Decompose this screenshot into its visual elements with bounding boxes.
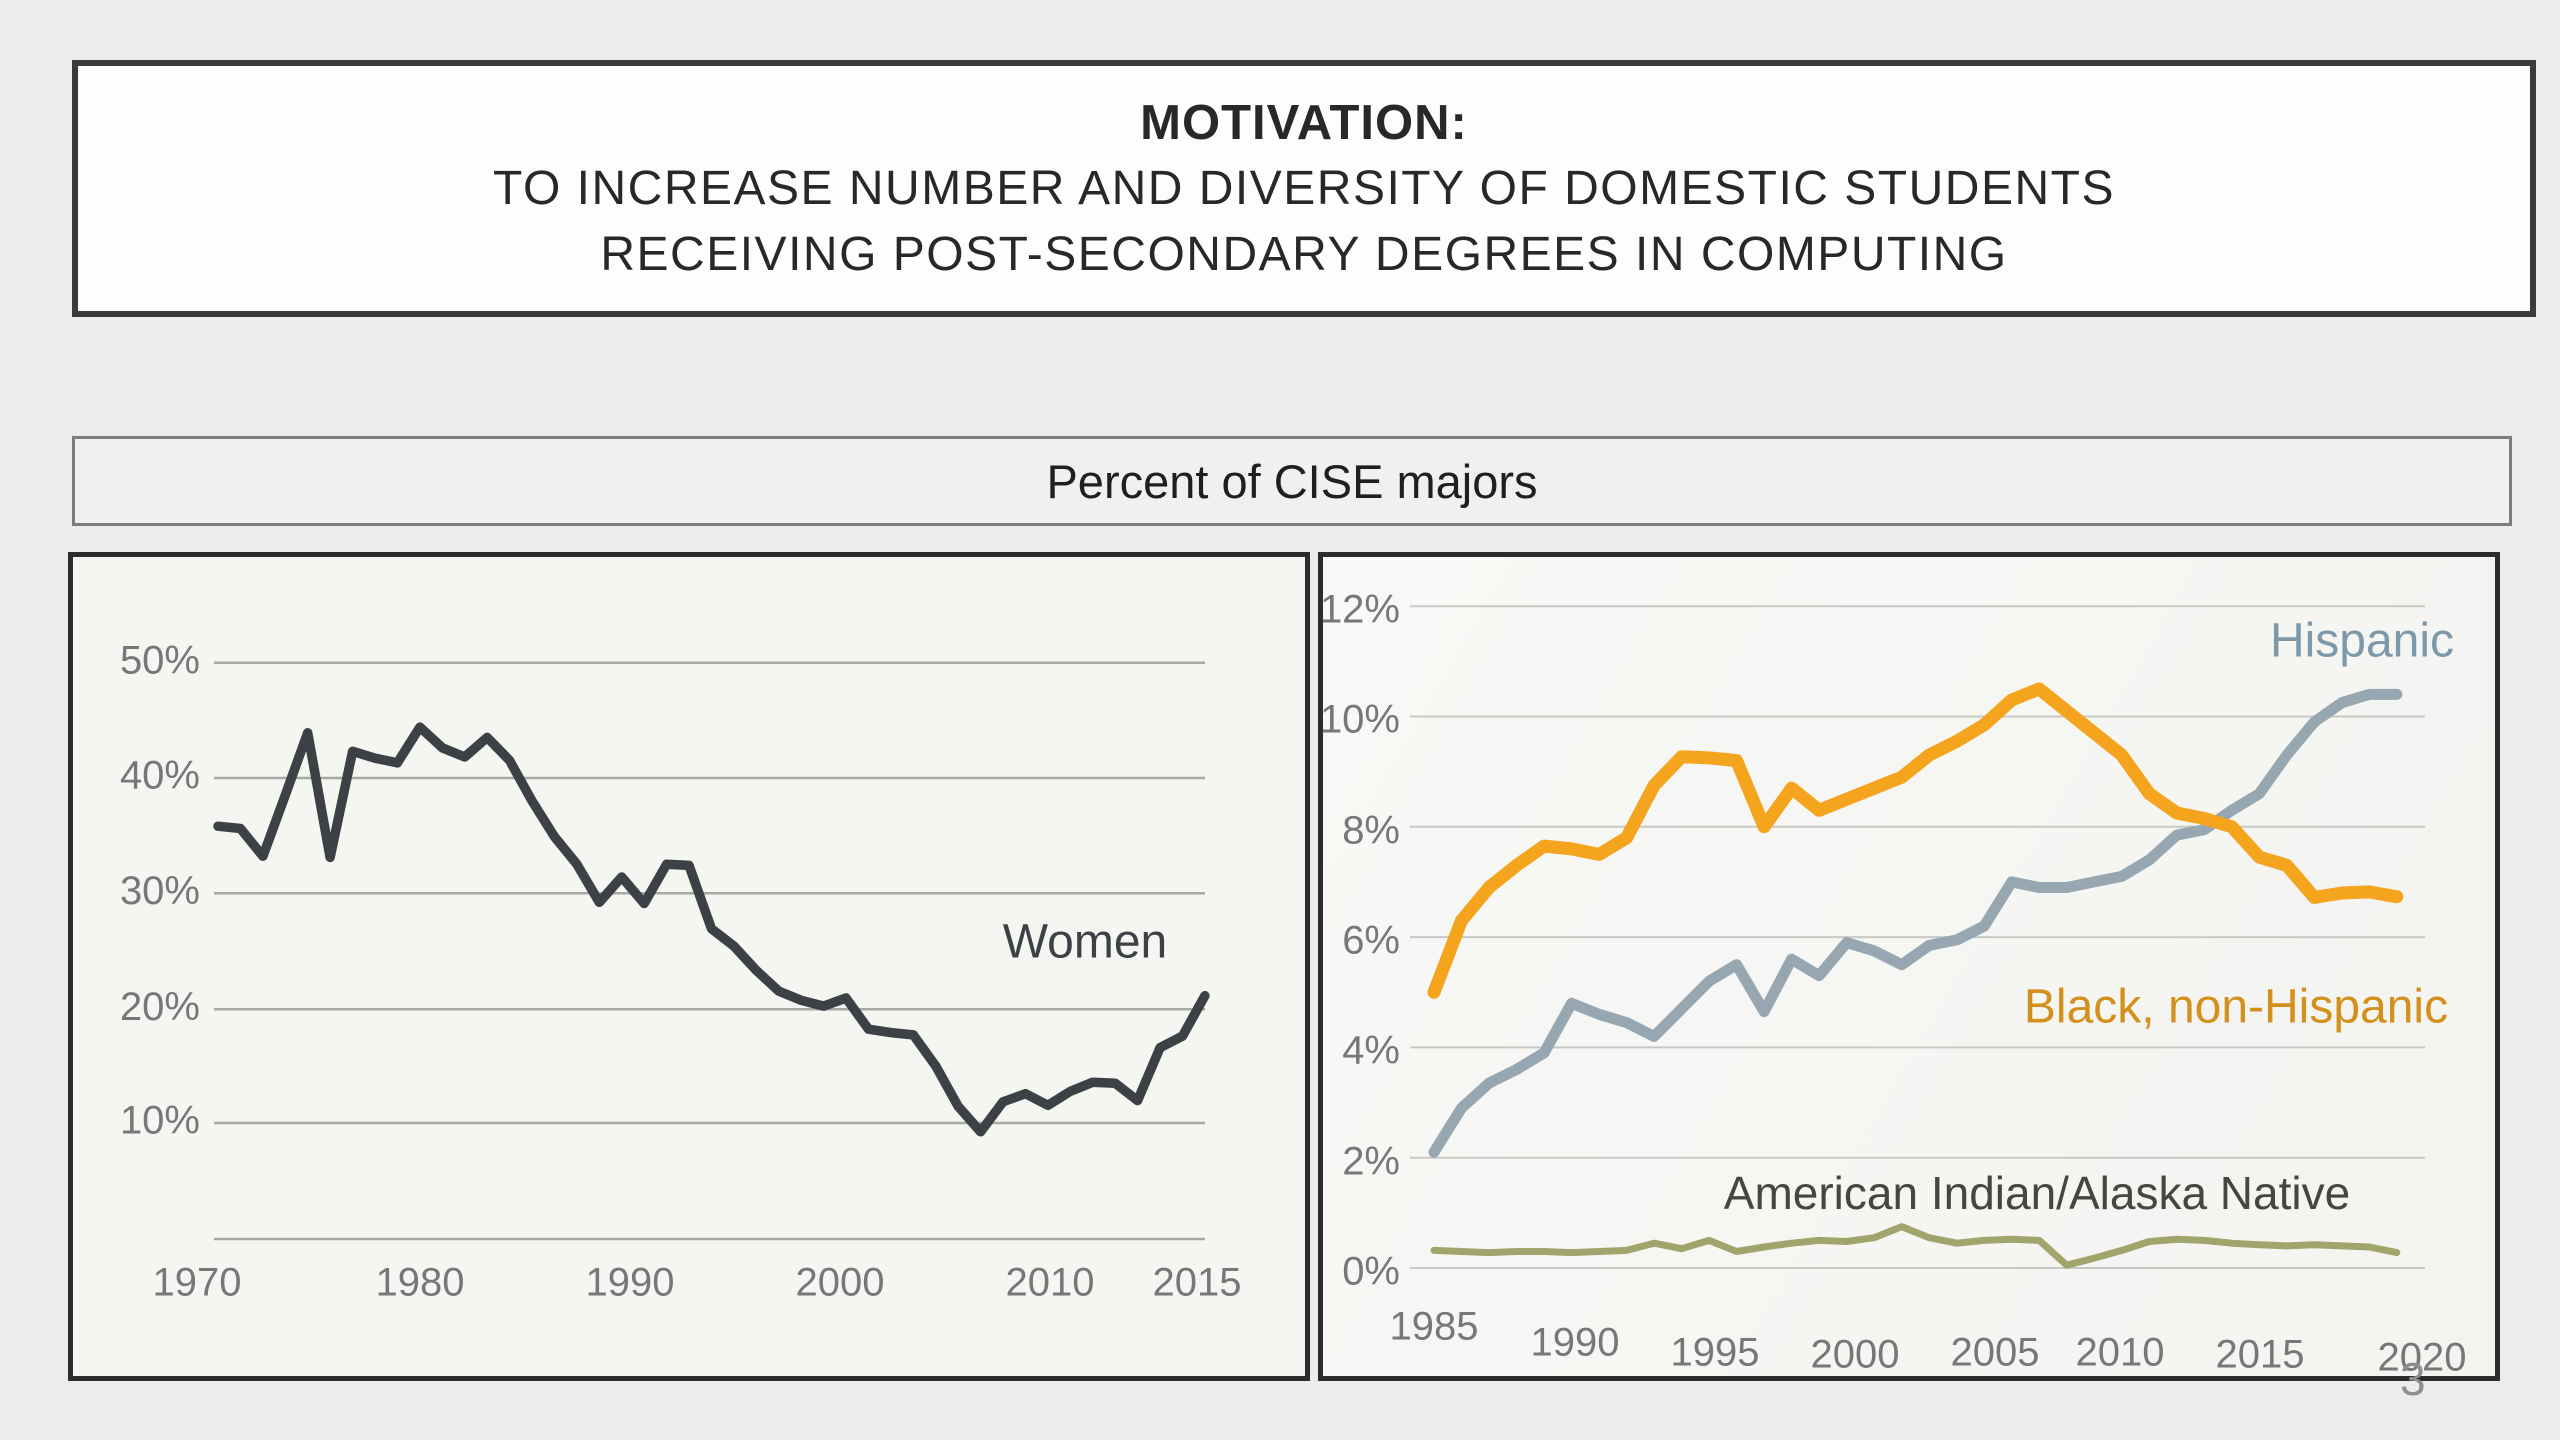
y-axis-tick-label: 10%: [1323, 698, 1400, 742]
hispanic-label: Hispanic: [2270, 615, 2454, 668]
x-axis-tick-label: 1980: [376, 1261, 465, 1305]
y-axis-tick-label: 12%: [1323, 588, 1400, 632]
y-axis-tick-label: 40%: [120, 754, 200, 798]
slide-title-line3: RECEIVING POST-SECONDARY DEGREES IN COMP…: [600, 227, 2008, 281]
x-axis-tick-label: 2010: [1006, 1261, 1095, 1305]
y-axis-tick-label: 50%: [120, 638, 200, 682]
minority-chart: 12% 10% 8% 6% 4% 2% 0% 1985 1990 1995 2000 2005 2010…: [1323, 588, 2467, 1376]
x-axis-tick-label: 2000: [796, 1261, 885, 1305]
y-axis-tick-label: 2%: [1342, 1140, 1400, 1184]
page-number: 3: [2400, 1353, 2426, 1405]
y-axis-tick-label: 6%: [1342, 919, 1400, 963]
x-axis-tick-label: 2010: [2076, 1331, 2165, 1375]
y-axis-tick-label: 20%: [120, 985, 200, 1029]
x-axis-tick-label: 1990: [586, 1261, 675, 1305]
x-axis-tick-label: 2020: [2378, 1336, 2467, 1376]
minority-chart-panel: 12% 10% 8% 6% 4% 2% 0% 1985 1990 1995 2000 2005 2010…: [1318, 552, 2500, 1381]
x-axis-tick-label: 2015: [2216, 1333, 2305, 1376]
women-chart-panel: 50% 40% 30% 20% 10% 1970 1980 1990 2000 2010 2015 W…: [68, 552, 1310, 1381]
x-axis-tick-label: 1990: [1531, 1321, 1620, 1365]
x-axis-tick-label: 1995: [1671, 1331, 1760, 1375]
women-label: Women: [1003, 916, 1168, 969]
women-line: [213, 722, 1210, 1137]
women-chart: 50% 40% 30% 20% 10% 1970 1980 1990 2000 2010 2015 W…: [120, 638, 1242, 1305]
slide-title: MOTIVATION:: [1140, 95, 1468, 150]
y-axis-tick-label: 30%: [120, 869, 200, 913]
subtitle-box: Percent of CISE majors: [72, 436, 2512, 526]
y-axis-tick-label: 10%: [120, 1099, 200, 1143]
american-indian-alaska-native-label: American Indian/Alaska Native: [1724, 1167, 2350, 1219]
x-axis-tick-label: 2015: [1153, 1261, 1242, 1305]
x-axis-tick-label: 2005: [1951, 1331, 2040, 1375]
x-axis-tick-label: 2000: [1811, 1333, 1900, 1376]
hispanic-line: [1428, 688, 2403, 1158]
subtitle-text: Percent of CISE majors: [1046, 454, 1538, 508]
y-axis-tick-label: 4%: [1342, 1029, 1400, 1073]
american-indian-alaska-native-line: [1430, 1223, 2401, 1269]
black-non-hispanic-label: Black, non-Hispanic: [2024, 981, 2448, 1034]
y-axis-tick-label: 8%: [1342, 809, 1400, 853]
slide-title-line2: TO INCREASE NUMBER AND DIVERSITY OF DOME…: [493, 161, 2115, 215]
black-non-hispanic-line: [1427, 682, 2404, 999]
x-axis-tick-label: 1970: [153, 1261, 242, 1305]
y-axis-tick-label: 0%: [1342, 1250, 1400, 1294]
title-box: MOTIVATION: TO INCREASE NUMBER AND DIVER…: [72, 60, 2536, 317]
x-axis-tick-label: 1985: [1390, 1305, 1479, 1349]
